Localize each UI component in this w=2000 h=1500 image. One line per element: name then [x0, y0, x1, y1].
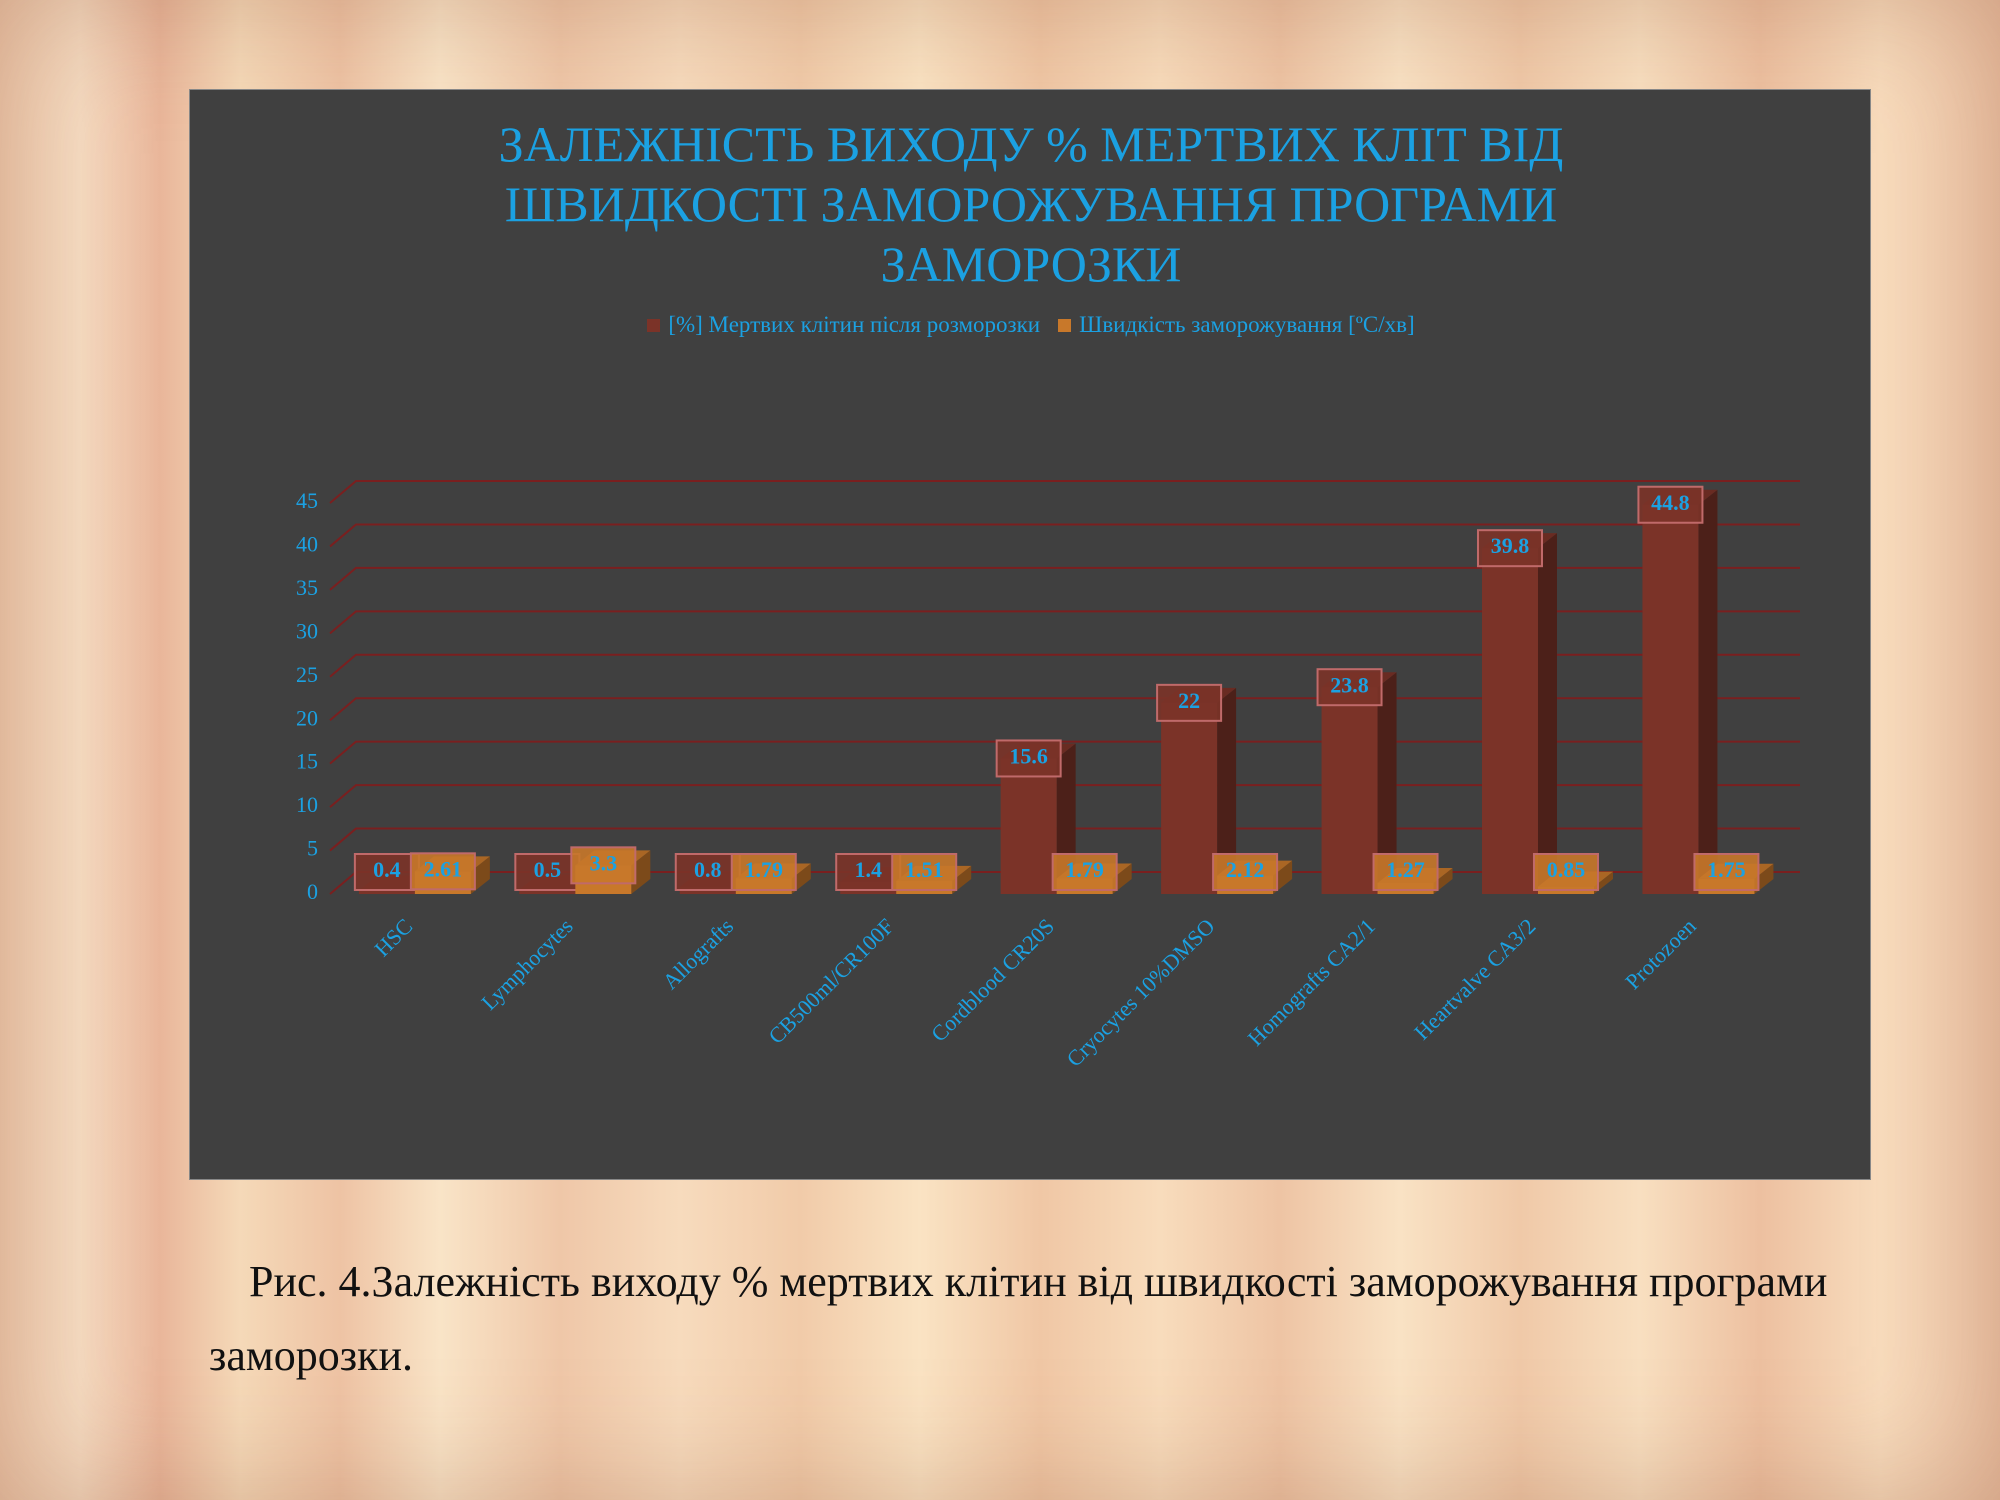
data-label: 1.75: [1707, 857, 1746, 882]
grid-line: [329, 566, 1800, 591]
data-label: 3.3: [590, 850, 618, 875]
data-label: 1.79: [745, 857, 784, 882]
chart-title: ЗАЛЕЖНІСТЬ ВИХОДУ % МЕРТВИХ КЛІТ ВІД ШВИ…: [498, 116, 1564, 292]
y-tick-label: 25: [296, 662, 318, 687]
data-label-box: [1051, 853, 1118, 891]
y-tick-label: 10: [296, 792, 318, 817]
data-label: 15.6: [1009, 744, 1047, 769]
x-tick-label: Homografts CA2/1: [1243, 913, 1380, 1050]
x-tick-label: Heartvalve CA3/2: [1409, 913, 1540, 1044]
legend-swatch: [1058, 319, 1072, 332]
data-label-box: [674, 853, 741, 891]
bar: [1481, 548, 1538, 894]
y-tick-label: 20: [296, 705, 318, 730]
data-label-box: [570, 846, 637, 885]
x-tick-label: Allografts: [657, 913, 738, 994]
caption: Рис. 4.Залежність виходу % мертвих кліти…: [209, 1257, 1828, 1380]
legend-item: Швидкість заморожування [ºC/хв]: [1058, 312, 1415, 338]
data-label-box: [891, 853, 958, 891]
y-tick-label: 5: [307, 836, 318, 861]
grid-line: [329, 827, 1800, 852]
data-label-box: [1532, 853, 1599, 891]
data-label: 1.4: [854, 857, 882, 882]
grid-line: [329, 697, 1800, 721]
x-tick-label: Lymphocytes: [476, 913, 578, 1015]
data-label-box: [409, 852, 476, 891]
data-label-box: [1476, 529, 1543, 568]
x-tick-label: Protozoen: [1620, 913, 1701, 994]
data-label-box: [1372, 853, 1439, 891]
data-label: 1.27: [1386, 857, 1425, 882]
legend-label: [%] Мертвих клітин після розморозки: [668, 312, 1041, 337]
data-label-box: [1156, 683, 1223, 722]
bar-side: [1217, 687, 1237, 894]
data-label: 1.51: [905, 857, 944, 882]
bar-side: [1537, 533, 1557, 894]
y-tick-label: 30: [296, 618, 318, 643]
plot: 0 5 10 15 20 25 30 35 40 45 0.4 2.61 HSC 0.5 3.3 Lympho…: [296, 480, 1800, 1072]
bar: [1321, 687, 1378, 894]
y-tick-label: 45: [296, 488, 318, 513]
data-label-box: [1212, 853, 1279, 891]
x-tick-label: Cryocytes 10%DMSO: [1061, 913, 1219, 1071]
data-label: 39.8: [1491, 533, 1530, 558]
x-tick-label: CB500ml/CR100F: [763, 913, 898, 1048]
data-label: 23.8: [1330, 672, 1369, 697]
data-label: 0.8: [694, 857, 722, 882]
legend: [%] Мертвих клітин після розморозки Швидк…: [190, 312, 1872, 338]
data-label: 0.5: [534, 857, 562, 882]
data-label: 44.8: [1651, 490, 1690, 515]
grid-line: [329, 480, 1800, 504]
data-label: 22: [1178, 688, 1200, 713]
data-label-box: [730, 853, 797, 891]
y-tick-label: 15: [296, 749, 318, 774]
bar: [1642, 504, 1699, 894]
bar-side: [1377, 672, 1397, 894]
data-label-box: [1637, 485, 1704, 524]
data-label: 2.12: [1226, 857, 1265, 882]
grid-line: [329, 610, 1800, 635]
grid-line: [329, 784, 1800, 808]
bar: [1161, 702, 1218, 894]
data-label: 0.85: [1547, 857, 1586, 882]
data-label-box: [1693, 853, 1760, 891]
data-label-box: [514, 853, 581, 891]
bar: [358, 890, 415, 894]
y-tick-label: 35: [296, 575, 318, 600]
chart: 0 5 10 15 20 25 30 35 40 45 0.4 2.61 HSC 0.5 3.3 Lympho…: [189, 89, 1871, 1180]
grid-line: [329, 523, 1800, 548]
bar-side: [1698, 489, 1718, 894]
grid-line: [329, 740, 1800, 765]
data-label-box: [995, 739, 1062, 778]
y-tick-label: 0: [307, 879, 318, 904]
data-label: 0.4: [373, 857, 401, 882]
grid-line: [329, 653, 1800, 678]
data-label: 2.61: [424, 856, 463, 881]
x-tick-label: HSC: [369, 913, 417, 961]
data-label-box: [1316, 668, 1383, 707]
legend-swatch: [647, 319, 661, 332]
legend-label: Швидкість заморожування [ºC/хв]: [1079, 312, 1415, 337]
x-tick-label: Cordblood CR20S: [926, 913, 1059, 1046]
y-tick-label: 40: [296, 531, 318, 556]
bar: [1000, 758, 1057, 894]
bar: [519, 889, 576, 894]
data-label: 1.79: [1065, 857, 1104, 882]
legend-item: [%] Мертвих клітин після розморозки: [647, 312, 1040, 338]
